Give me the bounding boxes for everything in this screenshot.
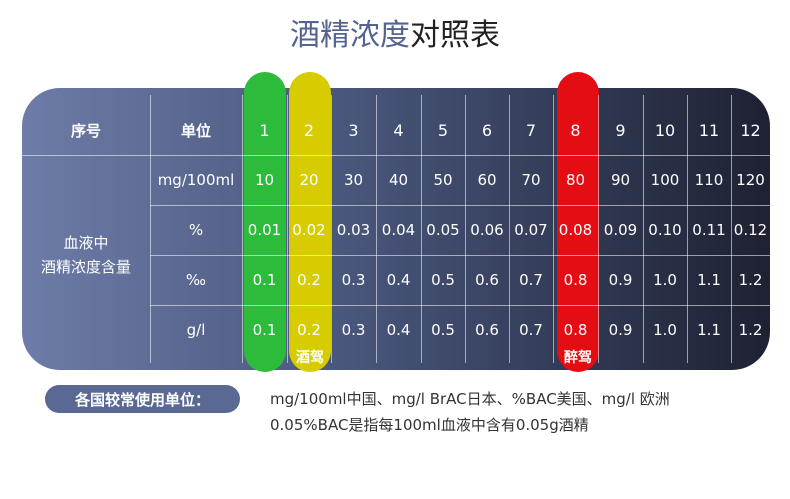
highlight-green: [244, 72, 286, 372]
grid-line: [598, 95, 599, 363]
table-cell: 0.8: [563, 321, 588, 339]
grid-line: [331, 95, 332, 363]
grid-line: [150, 305, 770, 306]
grid-line: [687, 95, 688, 363]
table-cell: 0.11: [692, 221, 726, 239]
table-cell: 20: [299, 171, 319, 189]
table-cell: 40: [388, 171, 409, 189]
table-cell: 60: [477, 171, 497, 189]
header-cell: 序号: [70, 121, 101, 140]
table-cell: 1.1: [697, 271, 721, 289]
header-cell: 8: [570, 120, 581, 140]
table-cell: 0.4: [386, 271, 411, 289]
table-cell: 0.08: [558, 221, 593, 239]
footer-badge: 各国较常使用单位：: [45, 385, 240, 413]
table-cell: 0.2: [297, 321, 321, 339]
table-cell: 1.2: [738, 321, 763, 339]
annotation: 酒驾: [296, 350, 324, 366]
row-label: 血液中 酒精浓度含量: [22, 155, 150, 355]
header-cell: 5: [437, 120, 449, 140]
title: 酒精浓度对照表: [0, 10, 790, 54]
table-cell: 30: [343, 171, 364, 189]
header-cell: 单位: [180, 121, 211, 140]
title-rest: 对照表: [410, 18, 500, 53]
table-cell: 100: [650, 171, 680, 189]
footer-line: 0.05%BAC是指每100ml血液中含有0.05g酒精: [270, 416, 589, 434]
table-cell: 1.0: [653, 271, 677, 289]
table-cell: 0.12: [733, 221, 768, 239]
grid-line: [242, 95, 243, 363]
table-cell: 0.04: [381, 221, 416, 239]
table-cell: 90: [610, 171, 631, 189]
table-cell: 0.1: [252, 271, 277, 289]
table-cell: 0.7: [519, 271, 543, 289]
header-cell: 6: [481, 120, 493, 140]
header-cell: 11: [698, 120, 720, 140]
table-cell: 1.2: [738, 271, 763, 289]
table-cell: 10: [254, 171, 275, 189]
highlight-yellow: [289, 72, 331, 372]
row-label-line: 酒精浓度含量: [40, 258, 131, 276]
table-cell: 0.10: [648, 221, 682, 239]
table-cell: 0.1: [252, 321, 277, 339]
footer-line: mg/100ml中国、mg/l BrAC日本、%BAC美国、mg/l 欧洲: [270, 390, 670, 408]
header-cell: 7: [525, 120, 537, 140]
header-cell: 9: [615, 120, 626, 140]
table-cell: 50: [433, 171, 453, 189]
row-label-line: 血液中: [63, 234, 109, 252]
grid-line: [150, 205, 770, 206]
table-cell: 110: [694, 171, 724, 189]
grid-line: [553, 95, 554, 363]
table-cell: %: [188, 221, 204, 239]
header-cell: 3: [348, 120, 359, 140]
table-cell: 0.01: [247, 221, 282, 239]
table-cell: 0.8: [563, 271, 588, 289]
table-cell: 0.6: [475, 271, 499, 289]
table-cell: g/l: [186, 321, 206, 339]
table-cell: 80: [565, 171, 586, 189]
table-cell: 120: [736, 171, 765, 189]
table-background: [22, 88, 770, 370]
table-cell: 0.3: [341, 271, 366, 289]
table-cell: 0.2: [297, 271, 321, 289]
table-cell: 0.5: [431, 321, 455, 339]
header-cell: 12: [740, 120, 761, 140]
highlight-red: [557, 72, 599, 372]
grid-line: [465, 95, 466, 363]
table-cell: 1.1: [697, 321, 721, 339]
grid-line: [509, 95, 510, 363]
grid-line: [731, 95, 732, 363]
header-cell: 1: [259, 120, 270, 140]
annotation: 醉驾: [564, 350, 592, 366]
table-cell: 0.02: [292, 221, 326, 239]
table-cell: 0.3: [341, 321, 366, 339]
table-cell: 0.9: [608, 271, 633, 289]
table-cell: mg/100ml: [157, 171, 235, 189]
table-cell: 0.09: [603, 221, 638, 239]
header-cell: 4: [393, 120, 404, 140]
table-cell: 0.6: [475, 321, 499, 339]
grid-line: [287, 95, 288, 363]
table-cell: 1.0: [653, 321, 677, 339]
grid-line: [643, 95, 644, 363]
table-cell: 0.06: [470, 221, 504, 239]
table-cell: ‰: [185, 271, 207, 289]
table-cell: 70: [521, 171, 541, 189]
table-cell: 0.05: [426, 221, 460, 239]
grid-line: [22, 155, 770, 156]
grid-line: [376, 95, 377, 363]
table-cell: 0.07: [514, 221, 548, 239]
table-cell: 0.9: [608, 321, 633, 339]
grid-line: [150, 255, 770, 256]
header-cell: 10: [654, 120, 676, 140]
header-cell: 2: [303, 120, 315, 140]
grid-line: [421, 95, 422, 363]
table-cell: 0.5: [431, 271, 455, 289]
table-cell: 0.4: [386, 321, 411, 339]
table-cell: 0.7: [519, 321, 543, 339]
grid-line: [150, 95, 151, 363]
title-highlight: 酒精浓度: [290, 18, 410, 53]
table-cell: 0.03: [336, 221, 371, 239]
